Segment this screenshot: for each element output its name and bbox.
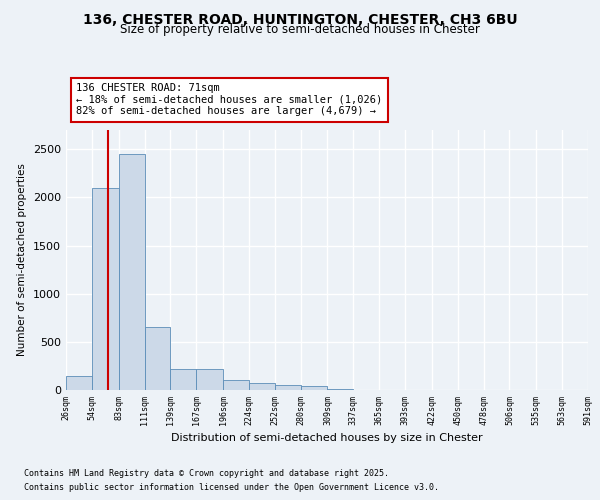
Bar	[328, 389, 353, 390]
Bar	[170, 369, 196, 390]
Text: 136 CHESTER ROAD: 71sqm
← 18% of semi-detached houses are smaller (1,026)
82% of: 136 CHESTER ROAD: 71sqm ← 18% of semi-de…	[76, 83, 383, 116]
Bar	[301, 386, 328, 390]
Bar	[249, 383, 275, 390]
Bar	[196, 369, 223, 390]
X-axis label: Distribution of semi-detached houses by size in Chester: Distribution of semi-detached houses by …	[171, 433, 483, 443]
Text: Contains public sector information licensed under the Open Government Licence v3: Contains public sector information licen…	[24, 484, 439, 492]
Bar	[223, 380, 249, 390]
Bar	[92, 188, 119, 390]
Bar	[275, 384, 301, 390]
Bar	[66, 376, 92, 390]
Text: 136, CHESTER ROAD, HUNTINGTON, CHESTER, CH3 6BU: 136, CHESTER ROAD, HUNTINGTON, CHESTER, …	[83, 12, 517, 26]
Bar	[119, 154, 145, 390]
Bar	[145, 328, 170, 390]
Y-axis label: Number of semi-detached properties: Number of semi-detached properties	[17, 164, 28, 356]
Text: Contains HM Land Registry data © Crown copyright and database right 2025.: Contains HM Land Registry data © Crown c…	[24, 468, 389, 477]
Text: Size of property relative to semi-detached houses in Chester: Size of property relative to semi-detach…	[120, 22, 480, 36]
